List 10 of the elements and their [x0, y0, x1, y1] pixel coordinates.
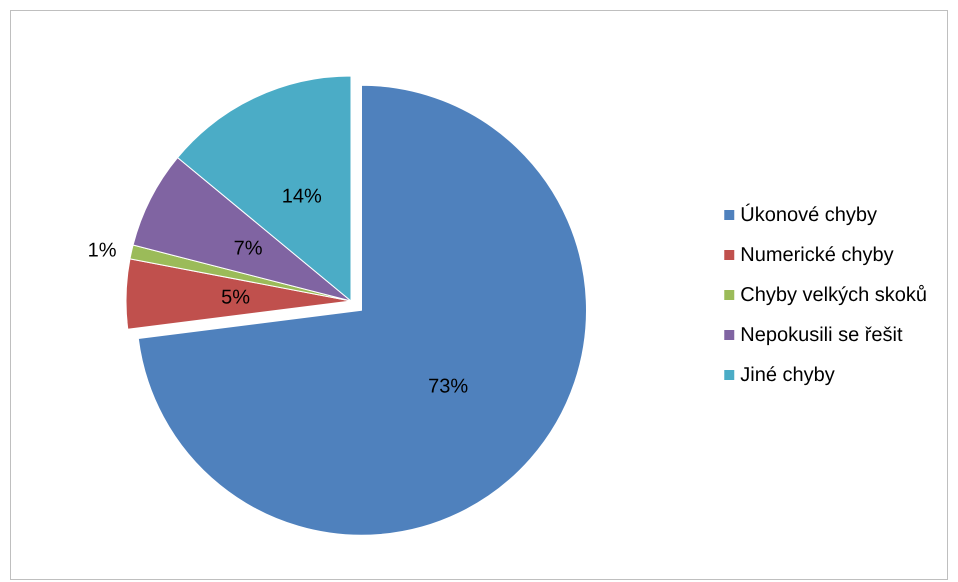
legend-label: Numerické chyby — [740, 244, 894, 266]
legend-label: Nepokusili se řešit — [740, 324, 903, 346]
data-label: 14% — [282, 185, 322, 208]
data-label: 73% — [428, 376, 468, 398]
data-label: 5% — [221, 286, 250, 308]
data-label: 7% — [234, 238, 263, 260]
data-label: 1% — [88, 240, 117, 262]
legend-label: Úkonové chyby — [740, 203, 878, 226]
legend-label: Chyby velkých skoků — [740, 284, 928, 306]
legend-label: Jiné chyby — [740, 364, 835, 386]
